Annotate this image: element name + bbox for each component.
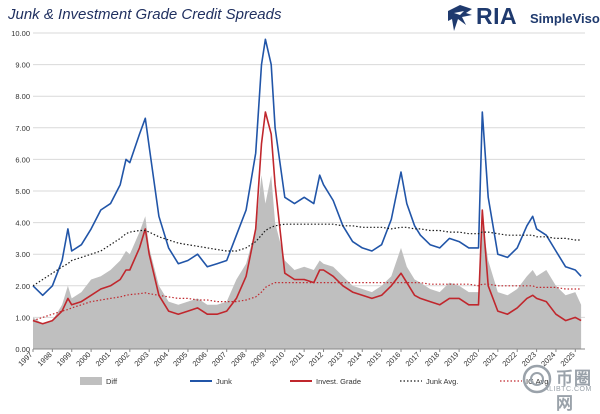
- y-tick-label: 1.00: [15, 313, 30, 322]
- series-ig-avg-line: [32, 282, 582, 322]
- eagle-logo-icon: [448, 5, 472, 31]
- y-tick-label: 0.00: [15, 345, 30, 354]
- legend-label-junk-avg: Junk Avg.: [426, 377, 458, 386]
- y-tick-label: 2.00: [15, 282, 30, 291]
- y-tick-label: 5.00: [15, 187, 30, 196]
- legend-label-junk: Junk: [216, 377, 232, 386]
- legend-swatch-diff: [80, 377, 102, 385]
- y-tick-label: 3.00: [15, 250, 30, 259]
- x-tick-label: 2010: [268, 350, 286, 368]
- x-tick-label: 2018: [423, 350, 441, 368]
- x-tick-label: 2019: [442, 350, 460, 368]
- series-junk-line: [32, 38, 582, 297]
- x-tick-label: 2013: [326, 350, 344, 368]
- y-tick-label: 4.00: [15, 219, 30, 228]
- x-tick-label: 2020: [462, 350, 480, 368]
- x-tick-label: 2014: [346, 350, 364, 368]
- x-tick-label: 2001: [94, 350, 112, 368]
- chart-legend: Diff Junk Invest. Grade Junk Avg. IG Avg.: [80, 377, 550, 386]
- brand-logo: RIA SimpleVisor: [446, 2, 600, 34]
- x-tick-label: 2009: [249, 350, 267, 368]
- watermark: 币圈网 ALIBTC.COM: [520, 362, 600, 413]
- chart-title: Junk & Investment Grade Credit Spreads: [8, 6, 282, 23]
- x-tick-label: 2015: [365, 350, 383, 368]
- coin-watermark-icon: [522, 364, 552, 394]
- x-tick-label: 2007: [210, 350, 228, 368]
- x-tick-label: 2011: [288, 350, 306, 368]
- x-tick-label: 2003: [132, 350, 150, 368]
- x-tick-label: 2012: [307, 350, 325, 368]
- x-tick-label: 2016: [384, 350, 402, 368]
- series-junk-avg-line: [32, 223, 582, 287]
- legend-label-diff: Diff: [106, 377, 118, 386]
- series-diff-area: [33, 175, 582, 349]
- y-tick-label: 6.00: [15, 155, 30, 164]
- series-invest-grade-line: [32, 111, 582, 325]
- x-tick-label: 2006: [191, 350, 209, 368]
- legend-label-ig-avg: IG Avg.: [526, 377, 550, 386]
- x-tick-label: 2017: [404, 350, 422, 368]
- x-tick-label: 1998: [36, 350, 54, 368]
- x-tick-label: 2022: [500, 350, 518, 368]
- y-tick-label: 7.00: [15, 124, 30, 133]
- y-tick-label: 8.00: [15, 92, 30, 101]
- y-tick-label: 10.00: [11, 29, 30, 38]
- x-tick-label: 2000: [74, 350, 92, 368]
- logo-brand-text: RIA: [476, 3, 518, 29]
- legend-label-invest-grade: Invest. Grade: [316, 377, 361, 386]
- area-layer: [33, 175, 582, 349]
- x-tick-label: 2008: [229, 350, 247, 368]
- x-tick-label: 2021: [481, 350, 499, 368]
- x-tick-label: 1999: [55, 350, 73, 368]
- logo-product-text: SimpleVisor: [530, 11, 600, 26]
- chart-plot: 0.00 1.00 2.00 3.00 4.00 5.00 6.00 7.00 8.00 9.00…: [11, 29, 585, 386]
- y-tick-label: 9.00: [15, 61, 30, 70]
- line-layer: [32, 38, 582, 325]
- x-tick-label: 2004: [152, 350, 170, 368]
- x-tick-label: 2002: [113, 350, 131, 368]
- x-tick-label: 2005: [171, 350, 189, 368]
- watermark-subtext: ALIBTC.COM: [544, 386, 592, 393]
